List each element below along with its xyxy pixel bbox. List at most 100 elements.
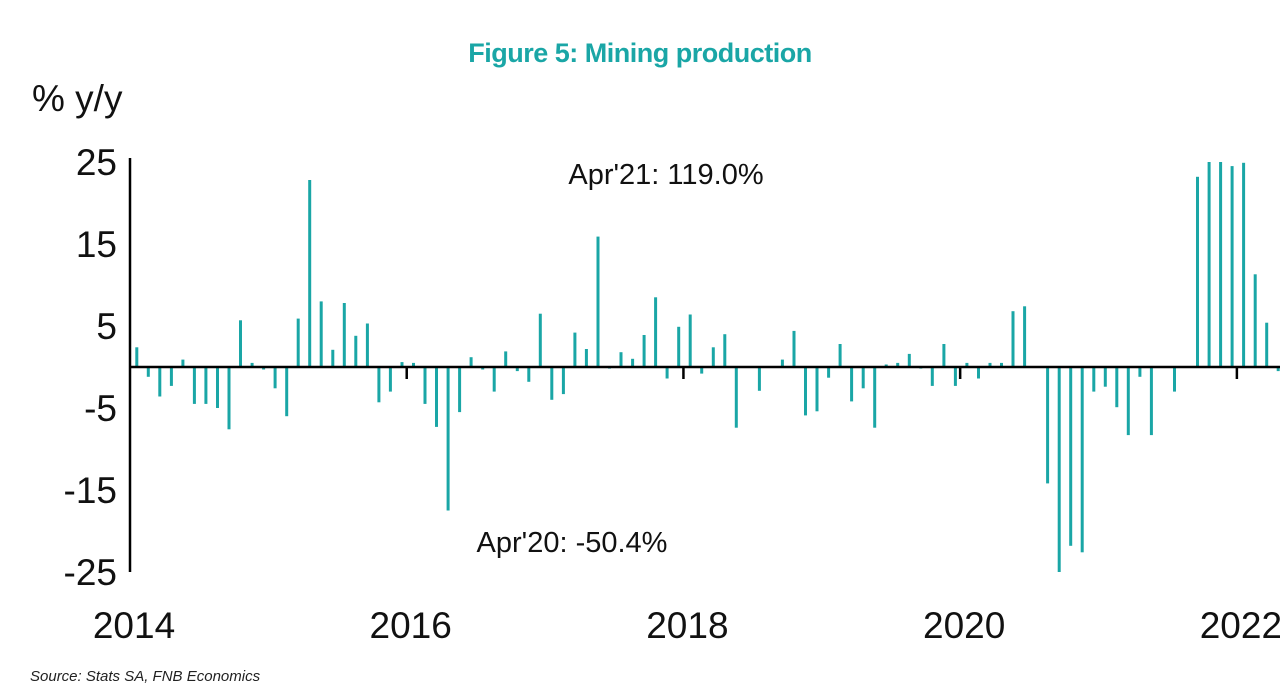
bar-month-29 <box>458 367 462 413</box>
bar-month-55 <box>757 367 761 391</box>
bar-month-46 <box>654 297 658 367</box>
bar-month-26 <box>423 367 427 404</box>
bar-month-25 <box>412 362 415 367</box>
bar-month-30 <box>469 357 473 367</box>
y-tick-label-3: -5 <box>84 388 117 429</box>
bar-month-3 <box>158 367 162 397</box>
bar-month-24 <box>400 362 404 367</box>
bar-month-11 <box>250 362 254 367</box>
y-tick-label-2: 5 <box>96 306 117 347</box>
x-axis-ticks <box>405 367 1239 379</box>
y-tick-label-4: -15 <box>64 470 117 511</box>
bar-month-5 <box>181 359 185 367</box>
bar-month-74 <box>977 367 980 379</box>
bar-month-43 <box>619 352 623 367</box>
bar-month-78 <box>1023 306 1027 367</box>
bar-month-44 <box>631 358 635 367</box>
bar-month-18 <box>331 349 335 367</box>
bar-month-72 <box>953 367 957 386</box>
bar-month-97 <box>1242 162 1246 367</box>
bar-month-94 <box>1207 162 1211 367</box>
bar-month-71 <box>942 344 946 367</box>
bar-month-23 <box>388 367 392 392</box>
bar-month-75 <box>988 362 992 367</box>
bar-month-87 <box>1126 367 1130 436</box>
bar-month-50 <box>700 367 704 374</box>
bar-month-47 <box>665 367 669 379</box>
y-tick-label-5: -25 <box>64 552 117 593</box>
bar-series <box>135 162 1280 572</box>
bar-month-81 <box>1057 367 1061 572</box>
bar-month-60 <box>815 367 819 412</box>
y-axis-tick-labels: 25 15 5 -5 -15 -25 <box>64 142 117 593</box>
bar-month-95 <box>1219 162 1223 367</box>
bar-month-64 <box>861 367 865 389</box>
bar-month-8 <box>216 367 219 408</box>
bar-month-15 <box>296 318 300 367</box>
bar-month-2 <box>146 367 150 377</box>
bar-month-98 <box>1253 274 1257 367</box>
bar-month-33 <box>504 351 508 367</box>
bar-month-99 <box>1265 322 1269 367</box>
bar-month-40 <box>584 349 588 367</box>
bar-month-38 <box>561 367 565 395</box>
bar-month-39 <box>573 332 577 367</box>
bar-month-68 <box>907 353 911 367</box>
x-tick-label-3: 2020 <box>923 605 1005 646</box>
bar-month-52 <box>723 334 727 367</box>
bar-month-83 <box>1080 367 1084 553</box>
bar-month-9 <box>227 367 231 430</box>
bar-month-85 <box>1103 367 1107 387</box>
bar-month-19 <box>342 303 346 367</box>
bar-month-21 <box>365 323 369 367</box>
bar-month-89 <box>1149 367 1153 436</box>
bar-month-61 <box>827 367 831 378</box>
bar-month-35 <box>527 367 531 382</box>
bar-month-37 <box>550 367 554 400</box>
source-note: Source: Stats SA, FNB Economics <box>30 668 261 685</box>
x-tick-label-2: 2018 <box>646 605 728 646</box>
bar-month-57 <box>780 359 784 367</box>
x-tick-label-4: 2022 <box>1200 605 1280 646</box>
bar-month-58 <box>792 330 796 367</box>
bar-month-62 <box>838 344 842 367</box>
bar-month-7 <box>204 367 208 404</box>
bar-month-4 <box>169 367 173 386</box>
bar-month-22 <box>377 367 381 403</box>
bar-month-53 <box>734 367 738 428</box>
bar-month-49 <box>688 314 692 367</box>
bar-month-27 <box>435 367 438 427</box>
bar-month-63 <box>850 367 854 402</box>
bar-month-73 <box>965 362 969 367</box>
bar-month-1 <box>135 347 139 367</box>
bar-month-32 <box>492 367 496 392</box>
y-tick-label-0: 25 <box>76 142 117 183</box>
bar-month-10 <box>239 320 242 367</box>
bar-month-77 <box>1011 311 1015 367</box>
bar-month-6 <box>192 367 196 404</box>
bar-month-86 <box>1115 367 1119 408</box>
bar-month-65 <box>873 367 877 428</box>
bar-month-48 <box>677 326 681 367</box>
x-axis-tick-labels: 2014 2016 2018 2020 2022 <box>93 605 1280 646</box>
bar-month-20 <box>354 335 358 367</box>
bar-month-36 <box>538 313 542 367</box>
bar-month-13 <box>273 367 277 389</box>
bar-month-91 <box>1173 367 1176 392</box>
bar-month-34 <box>515 367 519 372</box>
annotation-trough: Apr'20: -50.4% <box>477 527 668 559</box>
bar-month-93 <box>1196 176 1199 367</box>
bar-month-45 <box>642 335 646 367</box>
y-axis-label: % y/y <box>32 78 123 119</box>
y-tick-label-1: 15 <box>76 224 117 265</box>
bar-month-28 <box>446 367 450 511</box>
bar-month-59 <box>804 367 807 416</box>
annotation-peak: Apr'21: 119.0% <box>568 159 763 191</box>
bar-month-17 <box>319 301 323 367</box>
bar-month-76 <box>1000 362 1003 367</box>
x-tick-label-1: 2016 <box>370 605 452 646</box>
bar-month-41 <box>596 236 600 367</box>
bar-month-96 <box>1230 166 1234 367</box>
bar-month-70 <box>930 367 934 386</box>
